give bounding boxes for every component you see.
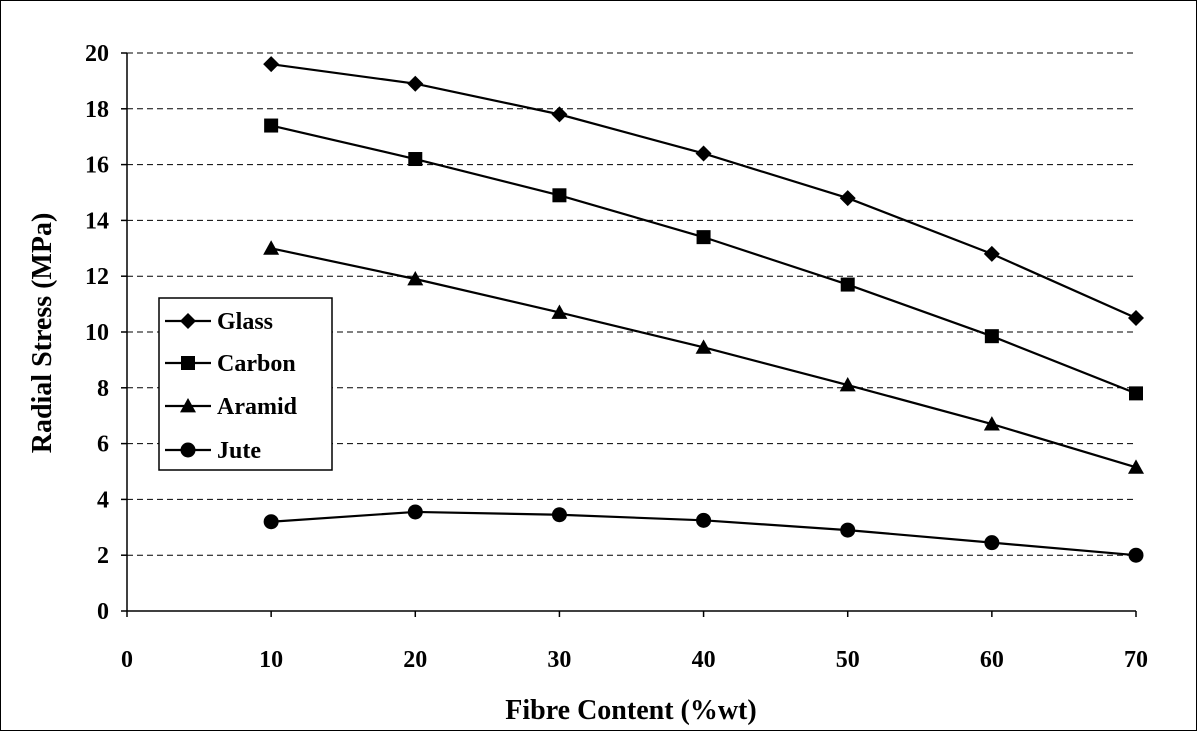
point-glass-50 — [839, 190, 856, 207]
x-tick-label-40: 40 — [692, 647, 716, 673]
legend-label-jute: Jute — [217, 438, 261, 464]
point-aramid-40 — [695, 339, 712, 354]
series-glass — [263, 56, 1144, 327]
legend-item-carbon: Carbon — [165, 351, 296, 377]
x-tick-label-50: 50 — [836, 647, 860, 673]
legend: Glass Carbon Aramid Jute — [158, 297, 333, 471]
legend-label-aramid: Aramid — [217, 394, 298, 420]
series-line-glass — [270, 63, 1137, 320]
point-jute-70 — [1128, 547, 1144, 563]
x-tick-label-60: 60 — [980, 647, 1004, 673]
point-aramid-60 — [983, 416, 1000, 431]
point-jute-20 — [407, 504, 423, 520]
point-carbon-70 — [1129, 386, 1143, 401]
point-carbon-30 — [552, 188, 567, 203]
legend-marker-jute — [180, 442, 196, 458]
y-tick-label-18: 18 — [85, 97, 109, 123]
point-carbon-10 — [264, 118, 279, 133]
y-tick-label-20: 20 — [85, 41, 109, 67]
x-tick-label-0: 0 — [121, 647, 133, 673]
point-carbon-50 — [840, 277, 855, 292]
point-carbon-20 — [408, 152, 423, 167]
point-glass-10 — [263, 56, 280, 73]
y-tick-label-0: 0 — [97, 599, 109, 625]
point-glass-20 — [407, 75, 424, 92]
point-aramid-70 — [1128, 459, 1144, 474]
point-carbon-40 — [696, 230, 711, 245]
x-tick-label-70: 70 — [1124, 647, 1148, 673]
series-carbon — [264, 118, 1143, 401]
point-glass-60 — [983, 245, 1000, 262]
gridlines — [127, 52, 1136, 556]
point-carbon-60 — [984, 329, 999, 344]
legend-item-glass: Glass — [165, 309, 273, 335]
y-tick-label-10: 10 — [85, 320, 109, 346]
legend-marker-glass — [180, 313, 196, 329]
y-tick-label-16: 16 — [85, 153, 109, 179]
legend-item-jute: Jute — [165, 438, 261, 464]
point-aramid-10 — [263, 240, 280, 255]
y-tick-label-2: 2 — [97, 543, 109, 569]
axes — [121, 52, 1137, 617]
x-tick-label-10: 10 — [259, 647, 283, 673]
legend-item-aramid: Aramid — [165, 394, 298, 420]
legend-marker-carbon — [181, 356, 195, 370]
point-jute-30 — [551, 507, 567, 523]
point-glass-30 — [551, 106, 568, 123]
y-axis-title: Radial Stress (MPa) — [27, 213, 58, 454]
point-jute-60 — [984, 535, 1000, 551]
point-aramid-30 — [551, 304, 568, 319]
point-jute-40 — [696, 512, 712, 528]
point-glass-40 — [695, 145, 712, 162]
series-aramid — [263, 240, 1144, 474]
y-tick-label-12: 12 — [85, 264, 109, 290]
point-aramid-20 — [407, 270, 424, 286]
x-axis-title: Fibre Content (%wt) — [505, 695, 756, 726]
point-jute-10 — [263, 514, 279, 530]
legend-marker-aramid — [180, 398, 196, 413]
legend-label-glass: Glass — [217, 309, 273, 335]
point-jute-50 — [840, 522, 856, 538]
y-tick-label-14: 14 — [85, 208, 109, 234]
series-jute — [263, 504, 1144, 563]
point-aramid-50 — [839, 377, 856, 392]
y-tick-label-6: 6 — [97, 432, 109, 458]
y-tick-label-4: 4 — [97, 487, 109, 513]
y-tick-label-8: 8 — [97, 376, 109, 402]
x-tick-label-20: 20 — [403, 647, 427, 673]
x-tick-labels: 0 10 20 30 40 50 60 70 — [121, 647, 1148, 673]
legend-label-carbon: Carbon — [217, 351, 296, 377]
y-tick-labels: 0 2 4 6 8 10 12 14 16 18 20 — [85, 41, 109, 625]
point-glass-70 — [1128, 310, 1144, 327]
series-line-aramid — [270, 247, 1137, 469]
series-lines — [263, 56, 1144, 563]
x-tick-label-30: 30 — [547, 647, 571, 673]
